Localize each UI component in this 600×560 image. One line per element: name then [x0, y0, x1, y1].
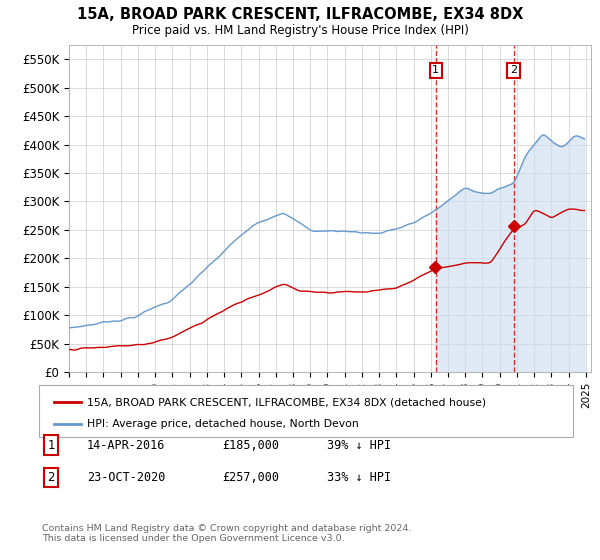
Text: HPI: Average price, detached house, North Devon: HPI: Average price, detached house, Nort… — [87, 419, 359, 429]
Text: 39% ↓ HPI: 39% ↓ HPI — [327, 438, 391, 452]
Text: 14-APR-2016: 14-APR-2016 — [87, 438, 166, 452]
Text: Price paid vs. HM Land Registry's House Price Index (HPI): Price paid vs. HM Land Registry's House … — [131, 24, 469, 36]
Text: 15A, BROAD PARK CRESCENT, ILFRACOMBE, EX34 8DX: 15A, BROAD PARK CRESCENT, ILFRACOMBE, EX… — [77, 7, 523, 22]
Text: £257,000: £257,000 — [222, 471, 279, 484]
Text: 1: 1 — [47, 438, 55, 452]
Text: Contains HM Land Registry data © Crown copyright and database right 2024.
This d: Contains HM Land Registry data © Crown c… — [42, 524, 412, 543]
Text: 2: 2 — [47, 471, 55, 484]
Text: 2: 2 — [510, 66, 517, 76]
Text: 15A, BROAD PARK CRESCENT, ILFRACOMBE, EX34 8DX (detached house): 15A, BROAD PARK CRESCENT, ILFRACOMBE, EX… — [87, 397, 486, 407]
Text: £185,000: £185,000 — [222, 438, 279, 452]
Text: 1: 1 — [432, 66, 439, 76]
Text: 33% ↓ HPI: 33% ↓ HPI — [327, 471, 391, 484]
Text: 23-OCT-2020: 23-OCT-2020 — [87, 471, 166, 484]
